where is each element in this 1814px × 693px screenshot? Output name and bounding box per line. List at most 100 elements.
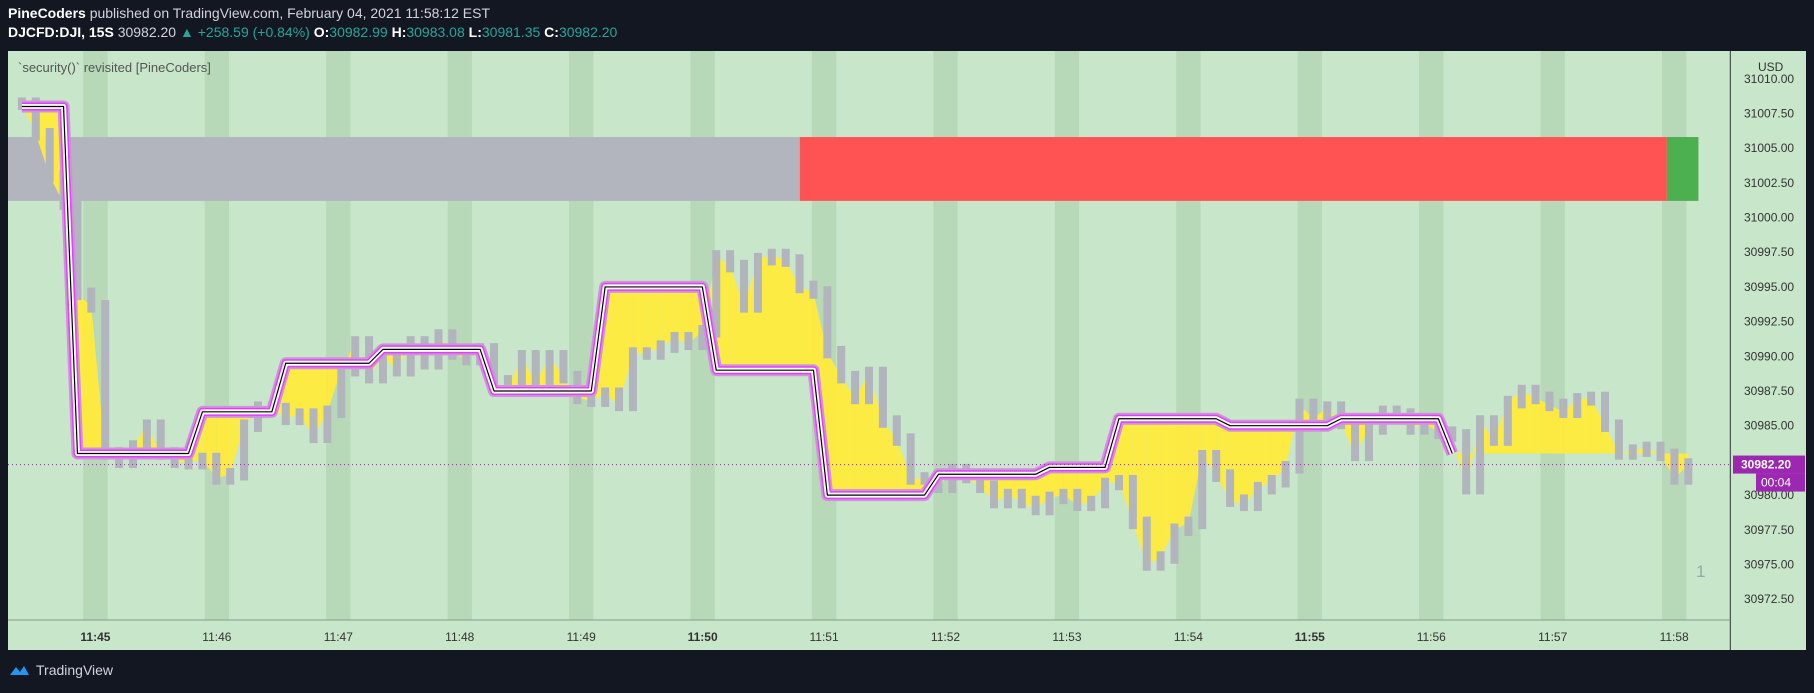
close-label: C: (544, 24, 559, 40)
price-bar (1031, 495, 1040, 516)
price-bar (642, 347, 651, 360)
security-line (21, 100, 1458, 502)
price-bar (726, 250, 735, 273)
chart-header: PineCoders published on TradingView.com,… (8, 4, 617, 42)
publisher-name[interactable]: PineCoders (8, 5, 86, 21)
price-tick-label: 30995.00 (1744, 280, 1794, 294)
fill-segment (1591, 397, 1606, 454)
price-bar (1184, 516, 1193, 537)
status-band-red (799, 137, 1667, 201)
price-bar (1517, 384, 1526, 409)
price-bar (490, 343, 499, 388)
price-tick-label: 31007.50 (1744, 106, 1794, 120)
price-bar (906, 433, 915, 485)
last-price: 30982.20 (117, 24, 177, 40)
price-bar (615, 387, 624, 412)
close-value: 30982.20 (558, 24, 618, 40)
indicator-title[interactable]: `security()` revisited [PineCoders] (18, 60, 211, 75)
price-tick-label: 30972.50 (1744, 592, 1794, 606)
time-tick-label: 11:47 (324, 630, 353, 644)
time-band (1540, 51, 1565, 620)
last-price-tag-bg (1733, 455, 1805, 474)
fill-segment (660, 286, 675, 347)
price-bar (545, 350, 554, 391)
price-bar (1239, 494, 1248, 512)
price-bar (1476, 415, 1485, 495)
price-bar (892, 415, 901, 446)
time-band (204, 51, 230, 620)
publish-text: published on TradingView.com, February 0… (89, 5, 490, 21)
currency-label: USD (1758, 60, 1784, 74)
price-bar (823, 286, 832, 359)
price-tick-label: 30985.00 (1744, 419, 1794, 433)
price-bar (1364, 422, 1373, 462)
price-bar (1309, 398, 1318, 426)
price-bar (1170, 523, 1179, 564)
time-tick-label: 11:49 (567, 630, 596, 644)
price-bar (240, 419, 249, 481)
price-bar (87, 287, 96, 313)
price-bar (462, 347, 471, 366)
price-bar (295, 408, 304, 426)
price-bar (1503, 395, 1512, 446)
symbol-label[interactable]: DJCFD:DJI, 15S (8, 24, 114, 40)
price-bar (101, 300, 110, 460)
price-bar (1101, 477, 1110, 509)
price-scale[interactable] (1731, 51, 1806, 650)
price-bar (1059, 488, 1068, 505)
fill-segment (1188, 418, 1203, 523)
price-bar (878, 366, 887, 428)
time-tick-label: 11:50 (688, 630, 718, 644)
price-bar (865, 366, 873, 405)
fill-segment (1160, 418, 1175, 558)
tradingview-logo-icon (10, 666, 29, 675)
price-bar (45, 128, 54, 183)
price-bar (1087, 495, 1096, 512)
price-bar (1587, 391, 1596, 406)
price-tick-label: 31010.00 (1744, 72, 1794, 86)
time-band (933, 51, 958, 620)
price-bar (378, 350, 387, 384)
price-bar (212, 452, 221, 485)
price-bar (337, 363, 346, 419)
legend-line: DJCFD:DJI, 15S 30982.20 ▲ +258.59 (+0.84… (8, 23, 617, 42)
price-bar (73, 197, 82, 301)
axes: 11:45 11:46 11:47 11:48 11:49 11:50 11:51 11:52… (8, 51, 1805, 650)
last-price-tag: 30982.20 (1741, 458, 1791, 472)
fill-segment (1257, 425, 1272, 489)
footer-brand[interactable]: TradingView (36, 662, 114, 678)
price-bar (976, 470, 985, 494)
price-bar (1628, 444, 1637, 460)
time-band (1661, 51, 1687, 620)
price-bar (184, 455, 193, 470)
price-bar (156, 419, 165, 460)
price-bar (406, 336, 415, 377)
bar-marker: 1 (1696, 562, 1706, 581)
price-bar (1253, 481, 1262, 512)
price-bar (517, 350, 526, 396)
fill-segment (605, 286, 620, 405)
price-bar (670, 332, 679, 353)
price-bar (601, 387, 610, 407)
price-bar (628, 347, 637, 412)
fill-segment (841, 377, 856, 496)
fill-segment (827, 352, 842, 496)
fill-segment (1174, 418, 1189, 530)
low-label: L: (468, 24, 482, 40)
price-tick-label: 30977.50 (1744, 523, 1794, 537)
price-bar (1531, 384, 1540, 405)
price-bar (1295, 398, 1304, 474)
price-bar (587, 391, 596, 407)
time-tick-label: 11:46 (202, 630, 231, 644)
price-bar (1351, 416, 1360, 462)
price-bar (753, 252, 762, 313)
time-band (1419, 51, 1444, 620)
price-bar (1212, 449, 1221, 482)
time-tick-label: 11:53 (1052, 630, 1081, 644)
status-band-green (1666, 137, 1699, 201)
price-bar (559, 350, 568, 384)
price-tick-label: 30997.50 (1744, 245, 1794, 259)
price-bar (1003, 488, 1012, 509)
fill-segment (1091, 467, 1106, 503)
